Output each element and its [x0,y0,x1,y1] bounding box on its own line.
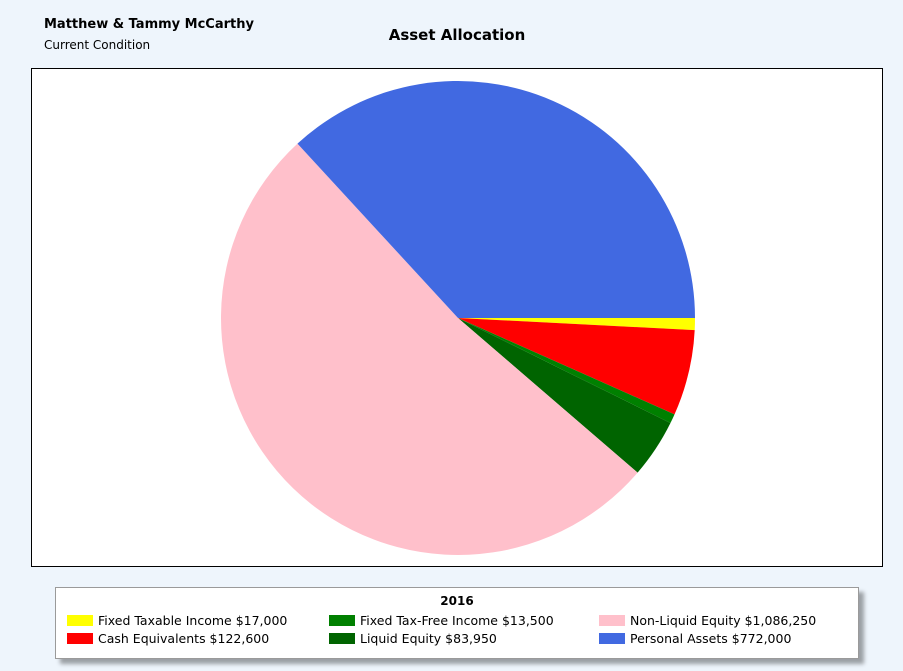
pie-slice-non-liquid-equity [220,143,638,556]
pie-slice-fixed-tax-free-income [458,318,675,424]
legend-label: Non-Liquid Equity $1,086,250 [630,613,817,628]
legend-label: Personal Assets $772,000 [630,631,792,646]
pie-slice-cash-equivalents [458,318,695,415]
legend-label: Liquid Equity $83,950 [360,631,497,646]
legend-item-fixed-tax-free-income: Fixed Tax-Free Income $13,500 [329,614,554,628]
legend-swatch [599,633,625,644]
legend-label: Fixed Tax-Free Income $13,500 [360,613,554,628]
legend-item-personal-assets: Personal Assets $772,000 [599,632,791,646]
pie-slice-liquid-equity [458,318,671,473]
legend-item-fixed-taxable-income: Fixed Taxable Income $17,000 [67,614,287,628]
legend-item-liquid-equity: Liquid Equity $83,950 [329,632,497,646]
pie-chart [220,81,695,556]
legend-swatch [329,633,355,644]
legend-label: Cash Equivalents $122,600 [98,631,270,646]
legend-swatch [67,615,93,626]
legend-swatch [67,633,93,644]
legend-swatch [329,615,355,626]
pie-slice-personal-assets [297,81,695,319]
client-name: Matthew & Tammy McCarthy [44,17,254,32]
legend-label: Fixed Taxable Income $17,000 [98,613,288,628]
legend-swatch [599,615,625,626]
legend-item-cash-equivalents: Cash Equivalents $122,600 [67,632,269,646]
chart-area [31,68,883,567]
chart-title: Asset Allocation [388,26,526,44]
legend: 2016 Fixed Taxable Income $17,000 Cash E… [55,587,859,659]
legend-item-non-liquid-equity: Non-Liquid Equity $1,086,250 [599,614,816,628]
legend-title: 2016 [440,594,474,608]
pie-slice-fixed-taxable-income [458,318,695,331]
condition-label: Current Condition [44,38,151,52]
